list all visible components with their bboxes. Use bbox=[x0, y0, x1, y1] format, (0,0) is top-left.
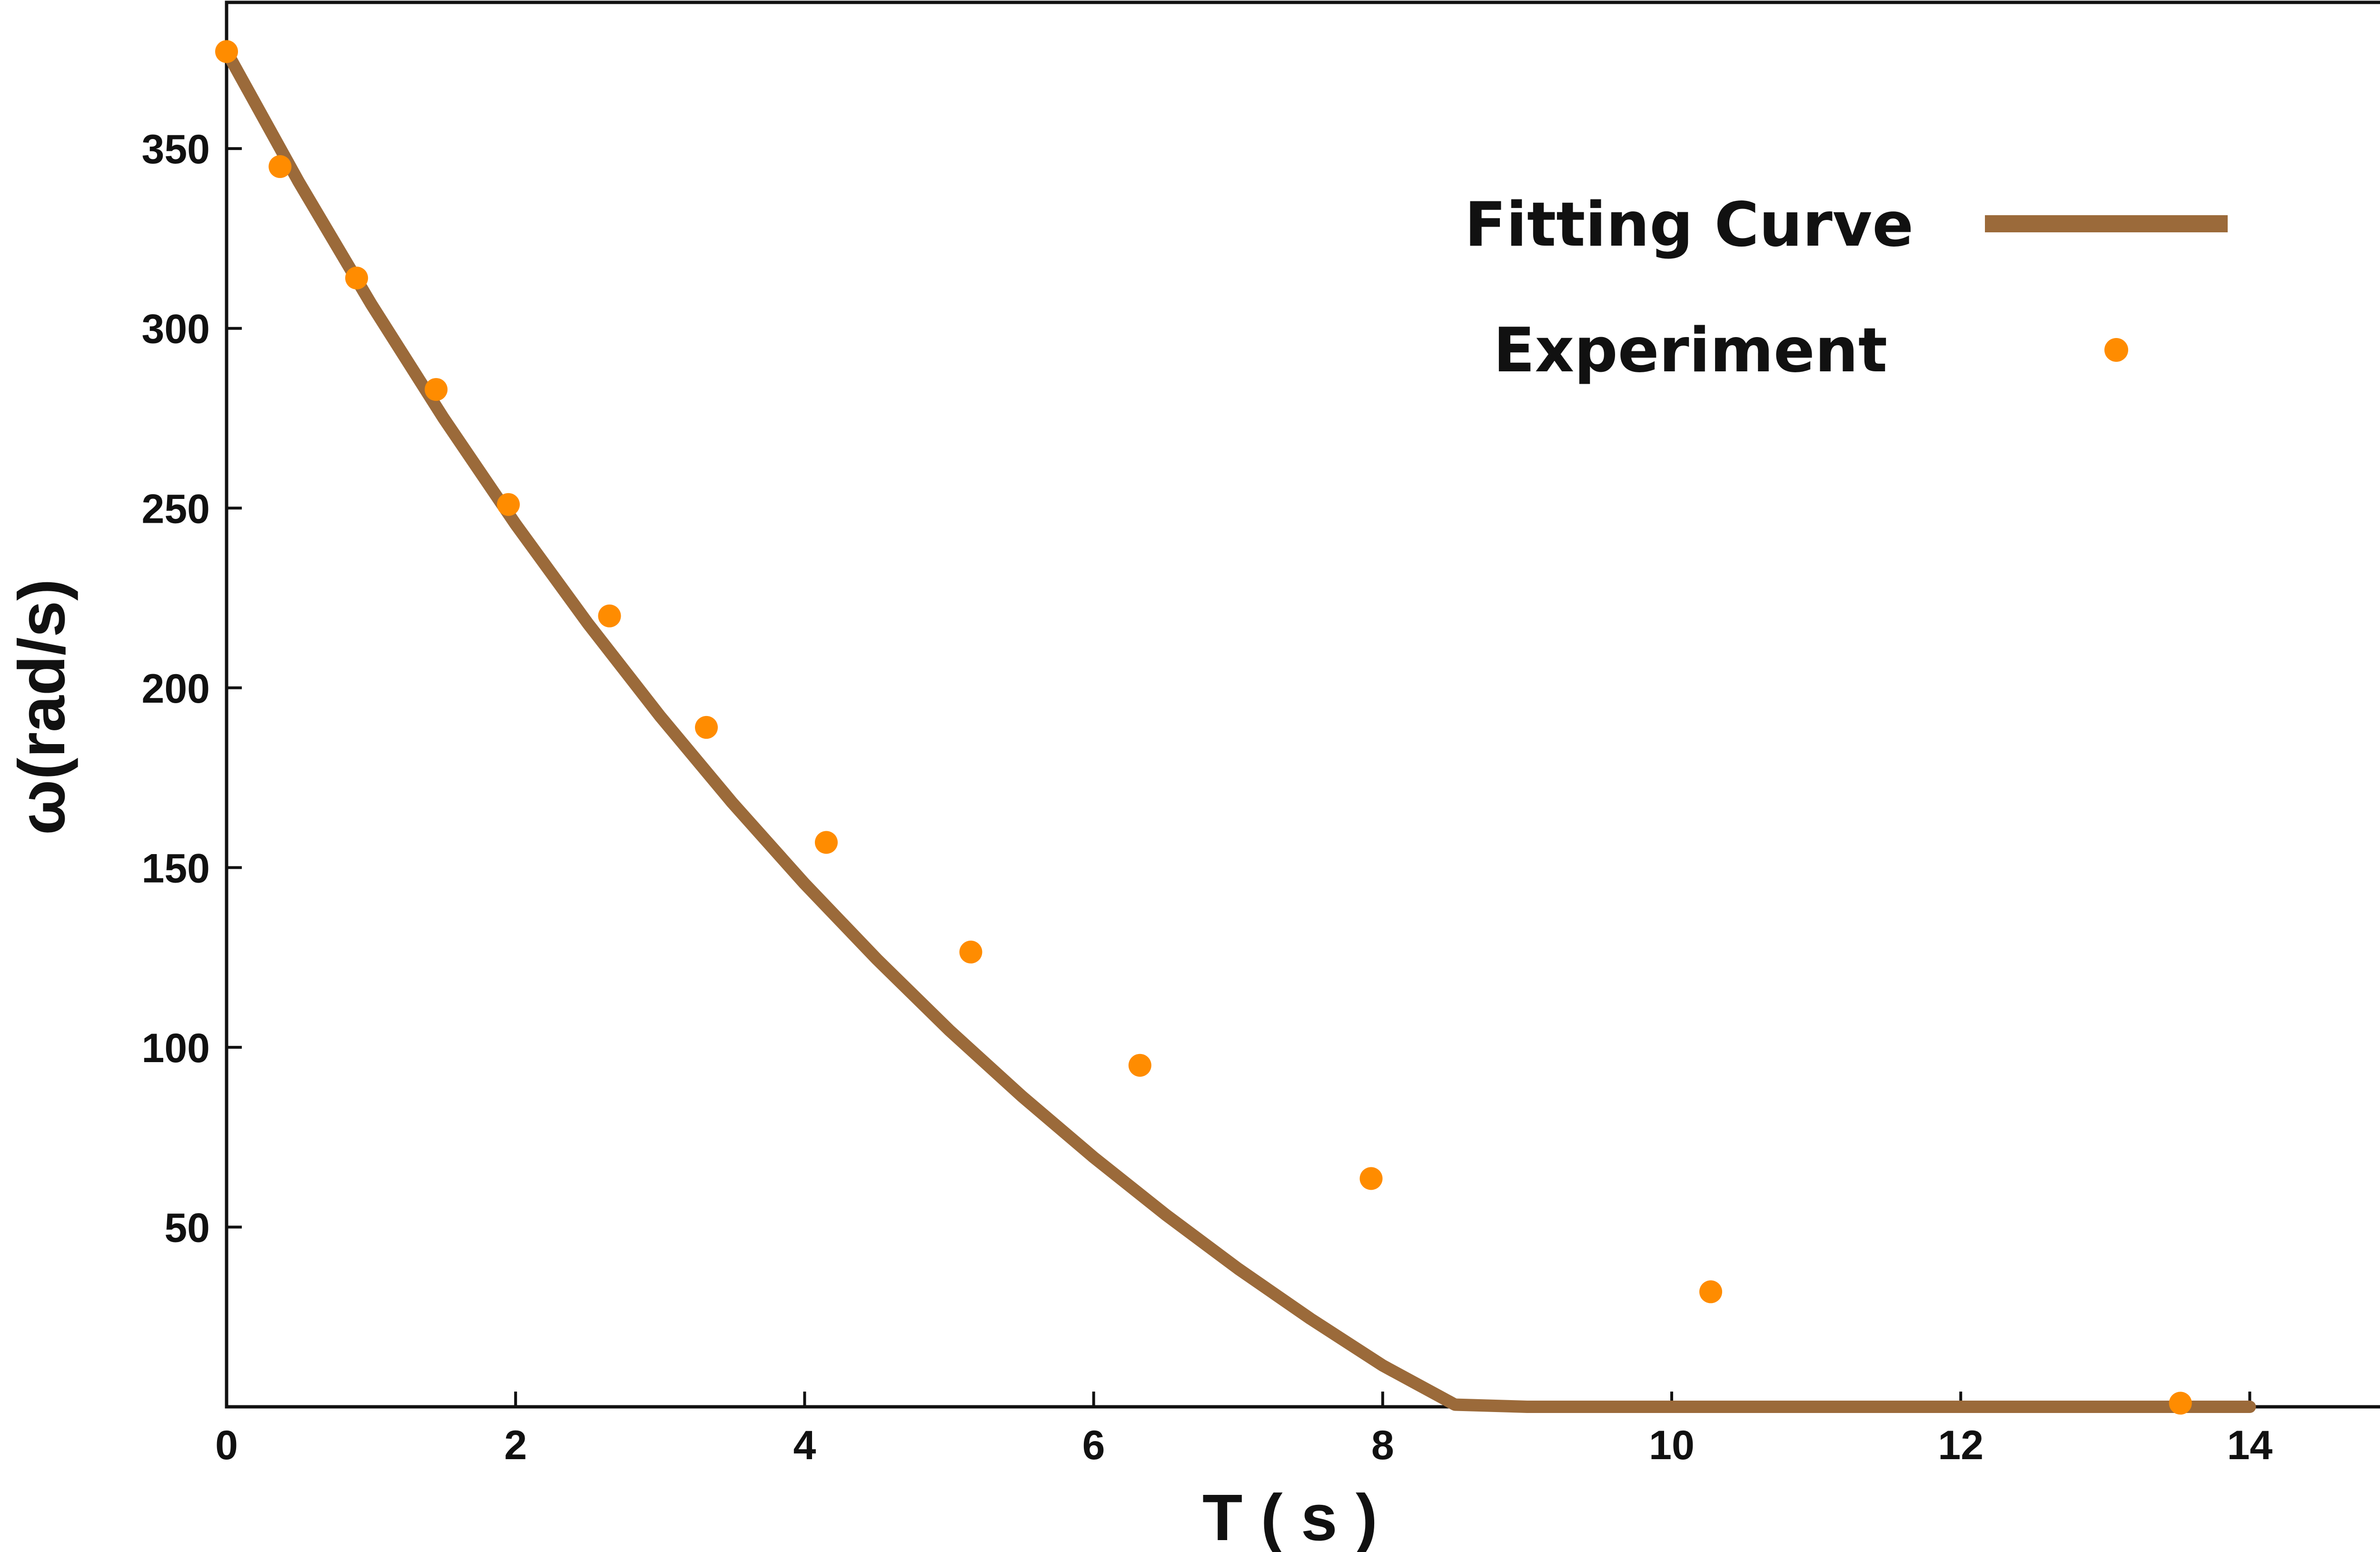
x-tick-label: 2 bbox=[504, 1423, 527, 1468]
plot-frame bbox=[225, 0, 2380, 1409]
experiment-points bbox=[215, 40, 2192, 1415]
y-tick-label: 100 bbox=[142, 1025, 210, 1071]
experiment-point bbox=[598, 604, 621, 627]
experiment-point bbox=[268, 155, 292, 178]
legend-label-experiment: Experiment bbox=[1493, 315, 1887, 386]
experiment-point bbox=[1359, 1167, 1383, 1190]
experiment-point bbox=[959, 940, 982, 964]
x-tick-label: 8 bbox=[1371, 1423, 1394, 1468]
legend-label-fitting-curve: Fitting Curve bbox=[1465, 189, 1914, 260]
experiment-point bbox=[1699, 1280, 1722, 1303]
x-axis-label: T ( s ) bbox=[1202, 1481, 1378, 1552]
ticks bbox=[225, 147, 2251, 1407]
experiment-point bbox=[425, 378, 448, 401]
experiment-point bbox=[1128, 1054, 1151, 1077]
y-tick-label: 300 bbox=[142, 307, 210, 352]
x-tick-label: 0 bbox=[215, 1423, 238, 1468]
y-axis-label: ω(rad/s) bbox=[5, 579, 79, 835]
experiment-point bbox=[814, 831, 838, 854]
experiment-point bbox=[2169, 1392, 2192, 1415]
x-tick-label: 4 bbox=[793, 1423, 816, 1468]
tick-labels: 0 2 4 6 8 10 12 14 50 100 150 200 250 300 350 bbox=[142, 127, 2273, 1468]
fitting-curve-line bbox=[220, 45, 2256, 1413]
experiment-point bbox=[345, 267, 368, 289]
x-tick-label: 10 bbox=[1649, 1423, 1695, 1468]
y-tick-label: 200 bbox=[142, 666, 210, 712]
y-tick-label: 50 bbox=[164, 1205, 210, 1251]
x-tick-label: 6 bbox=[1082, 1423, 1105, 1468]
legend-swatch-experiment bbox=[2104, 338, 2128, 362]
x-tick-label: 14 bbox=[2227, 1423, 2273, 1468]
experiment-point bbox=[215, 40, 238, 63]
y-tick-label: 150 bbox=[142, 846, 210, 891]
experiment-point bbox=[695, 716, 718, 739]
x-tick-label: 12 bbox=[1938, 1423, 1983, 1468]
y-tick-label: 250 bbox=[142, 486, 210, 532]
y-tick-label: 350 bbox=[142, 127, 210, 172]
legend: Fitting Curve Experiment bbox=[1465, 189, 2228, 386]
experiment-point bbox=[497, 493, 520, 516]
